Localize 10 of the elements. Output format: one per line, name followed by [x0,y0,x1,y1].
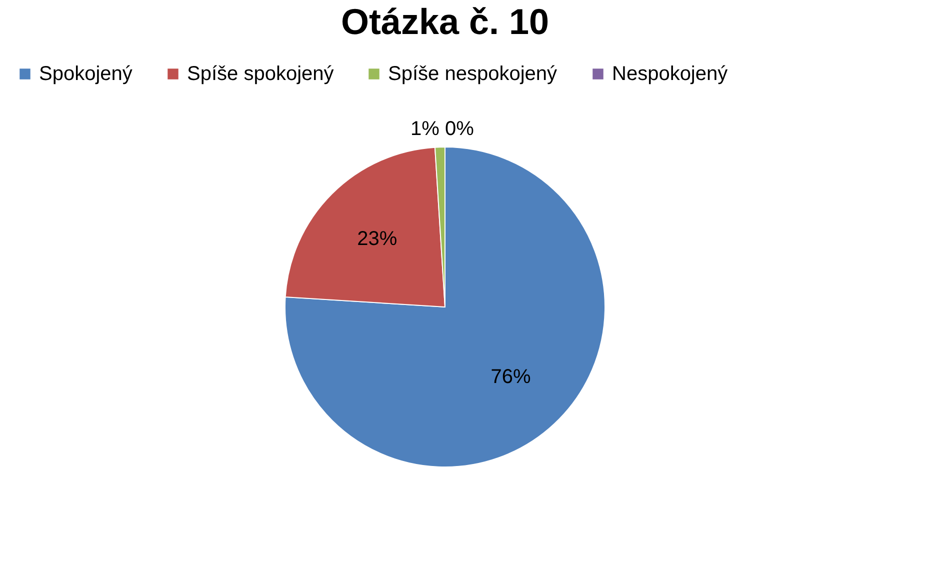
data-label: 23% [357,228,398,250]
legend-label: Spokojený [39,63,132,85]
legend-label: Spíše nespokojený [388,63,558,85]
data-label: 1% [410,118,440,140]
text: 0% [445,118,474,140]
pie-slice [284,146,606,468]
legend-label: Nespokojený [612,63,728,85]
data-label: 76% [490,366,531,388]
legend-label: Spíše spokojený [187,63,334,85]
chart-title: Otázka č. 10 [340,1,550,42]
